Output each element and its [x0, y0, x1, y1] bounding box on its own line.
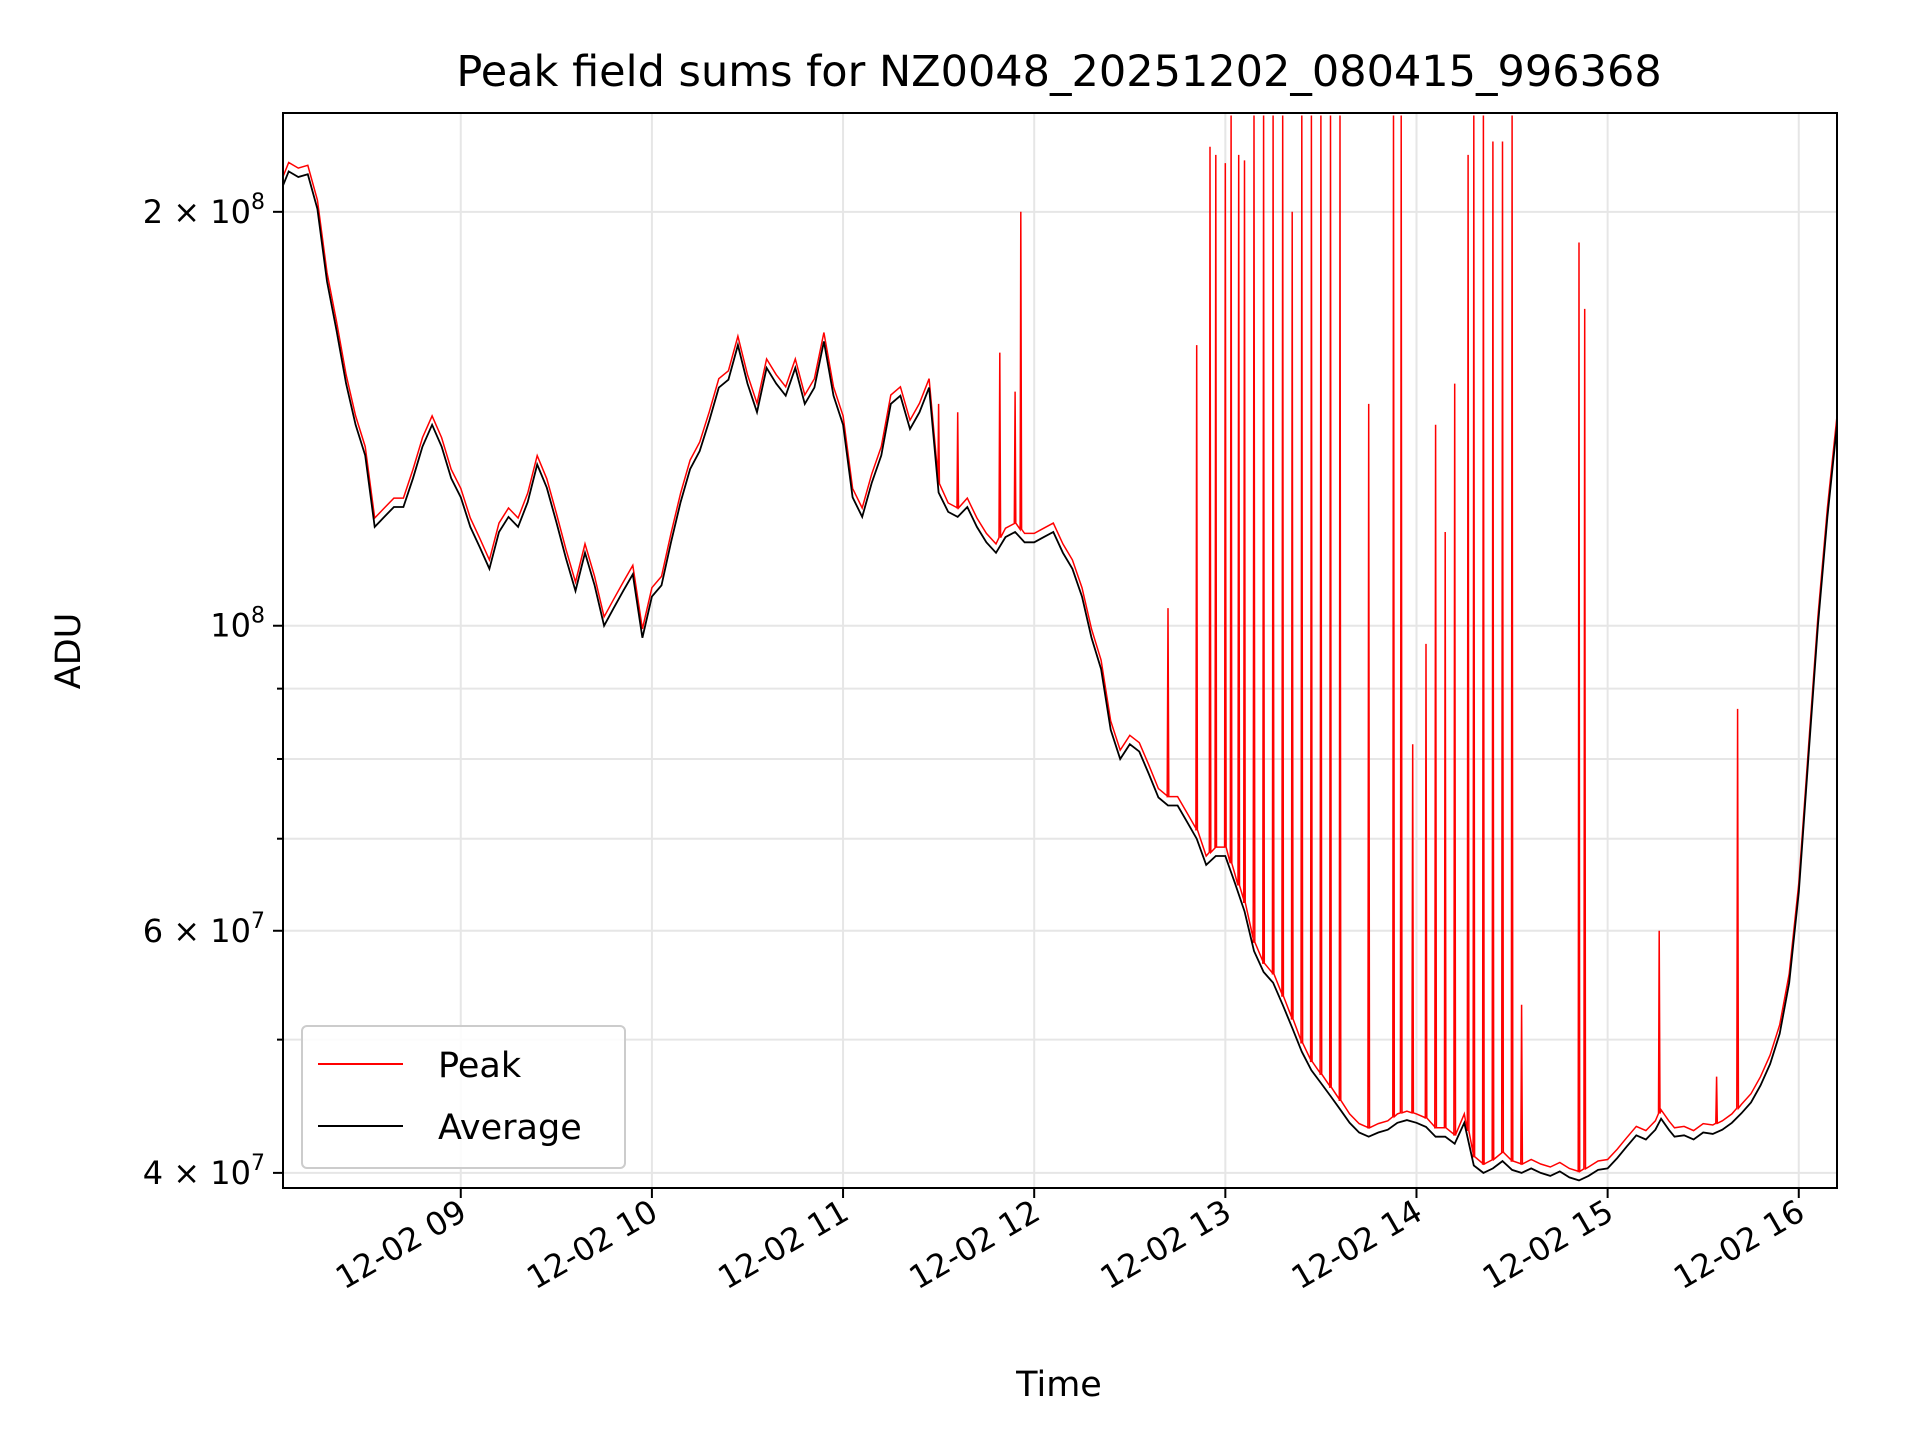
series-line-average: [282, 170, 1838, 1182]
x-tick-label: 12-02 16: [1667, 1192, 1811, 1297]
x-tick-label: 12-02 11: [711, 1192, 855, 1297]
chart-title: Peak field sums for NZ0048_20251202_0804…: [456, 47, 1661, 97]
x-axis: 12-02 09 12-02 10 12-02 11 12-02 12 12-02 13…: [329, 1188, 1811, 1297]
plot-frame: [282, 112, 1838, 1189]
x-tick-label: 12-02 09: [329, 1192, 473, 1297]
x-tick-label: 12-02 13: [1094, 1192, 1238, 1297]
plot-area: [282, 115, 1838, 1182]
x-axis-label: Time: [1015, 1365, 1102, 1405]
legend: Peak Average: [301, 1025, 626, 1169]
series-line-peak: [282, 115, 1838, 1173]
y-tick-label: 2 × 108: [143, 190, 265, 231]
y-tick-label: 4 × 107: [143, 1151, 265, 1192]
x-tick-label: 12-02 10: [520, 1192, 664, 1297]
y-tick-label: 6 × 107: [143, 909, 265, 950]
x-tick-label: 12-02 12: [903, 1192, 1047, 1297]
x-tick-label: 12-02 15: [1476, 1192, 1620, 1297]
legend-label-peak: Peak: [438, 1046, 522, 1086]
legend-box: [301, 1025, 626, 1169]
y-axis: 4 × 107 6 × 107 108 2 × 108: [143, 190, 283, 1192]
legend-label-average: Average: [438, 1108, 582, 1148]
y-tick-label: 108: [210, 604, 265, 645]
y-axis-label: ADU: [49, 613, 89, 690]
x-tick-label: 12-02 14: [1285, 1192, 1429, 1297]
